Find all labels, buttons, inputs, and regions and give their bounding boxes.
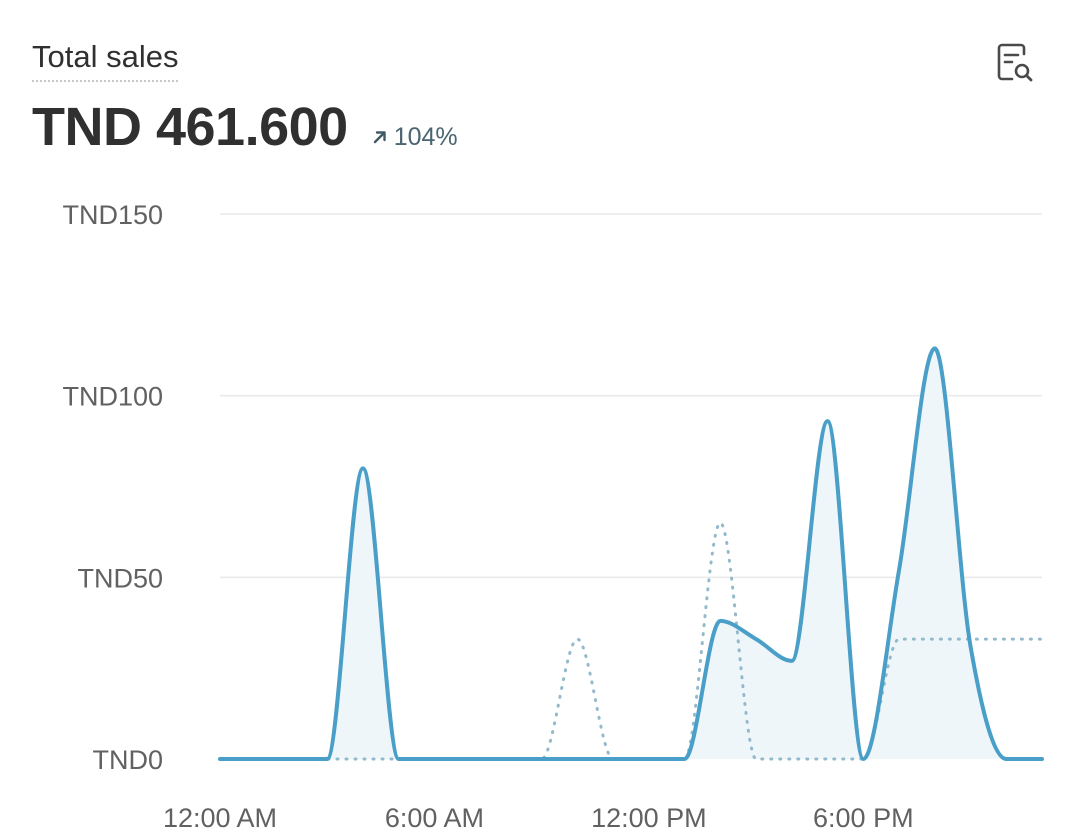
arrow-up-right-icon	[372, 129, 388, 145]
data-point	[932, 345, 938, 351]
data-point	[324, 756, 330, 762]
data-point	[717, 618, 723, 624]
data-point	[825, 418, 831, 424]
y-tick-label: TND0	[92, 745, 163, 775]
total-sales-value: TND 461.600	[32, 97, 348, 157]
data-point	[396, 756, 402, 762]
data-point	[860, 756, 866, 762]
data-point	[1039, 756, 1045, 762]
change-badge: 104%	[372, 123, 458, 152]
data-point	[682, 756, 688, 762]
x-tick-label: 6:00 PM	[813, 803, 914, 833]
x-tick-label: 12:00 PM	[591, 803, 707, 833]
data-point	[431, 756, 437, 762]
series-line-current	[218, 346, 1044, 761]
data-point	[1003, 756, 1009, 762]
data-point	[753, 636, 759, 642]
data-point	[789, 658, 795, 664]
data-point	[539, 756, 545, 762]
y-tick-label: TND150	[62, 200, 163, 230]
data-point	[646, 756, 652, 762]
data-point	[574, 756, 580, 762]
data-point	[253, 756, 259, 762]
area-fill	[220, 348, 1042, 759]
x-tick-label: 6:00 AM	[385, 803, 484, 833]
data-point	[360, 465, 366, 471]
data-point	[896, 567, 902, 573]
total-sales-row: TND 461.600 104%	[32, 96, 458, 158]
data-point	[288, 756, 294, 762]
data-point	[610, 756, 616, 762]
data-point	[217, 756, 223, 762]
y-tick-label: TND50	[77, 563, 163, 593]
change-percent: 104%	[393, 122, 458, 151]
data-point	[968, 643, 974, 649]
card-title[interactable]: Total sales	[32, 39, 179, 83]
report-search-icon	[997, 43, 1033, 82]
analytics-button[interactable]	[990, 40, 1038, 88]
data-point	[503, 756, 509, 762]
data-point	[467, 756, 473, 762]
x-tick-label: 12:00 AM	[163, 803, 277, 833]
y-tick-label: TND100	[62, 382, 163, 412]
